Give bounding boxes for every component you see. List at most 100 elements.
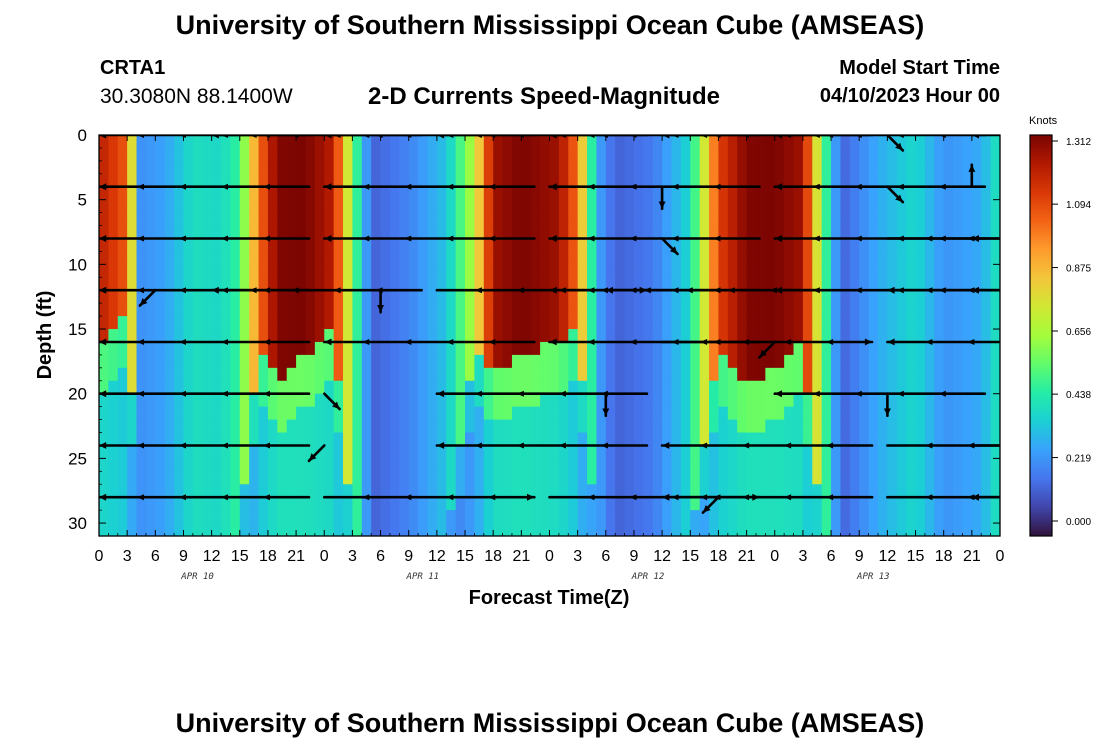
current-vector [99, 493, 311, 501]
heatmap-cell [192, 238, 203, 253]
heatmap-cell [239, 341, 250, 356]
heatmap-cell [624, 277, 635, 291]
heatmap-cell [746, 432, 757, 447]
heatmap-cell [765, 303, 776, 317]
heatmap-cell [962, 432, 973, 447]
heatmap-cell [127, 380, 138, 395]
heatmap-cell [624, 380, 635, 395]
heatmap-cell [408, 458, 419, 472]
heatmap-cell [718, 264, 729, 278]
heatmap-cell [221, 497, 231, 511]
heatmap-cell [877, 354, 888, 369]
heatmap-cell [117, 419, 128, 434]
heatmap-cell [971, 173, 982, 188]
heatmap-cell [896, 147, 907, 162]
heatmap-cell [568, 367, 579, 382]
heatmap-cell [389, 199, 400, 214]
heatmap-cell [343, 354, 354, 369]
heatmap-cell [540, 290, 551, 304]
heatmap-cell [709, 497, 720, 511]
heatmap-cell [568, 380, 579, 395]
heatmap-cell [277, 354, 288, 369]
heatmap-cell [934, 225, 945, 240]
heatmap-cell [831, 445, 842, 459]
heatmap-cell [314, 173, 325, 188]
heatmap-cell [784, 199, 795, 214]
heatmap-cell [145, 419, 156, 434]
heatmap-cell [239, 212, 250, 227]
heatmap-cell [399, 264, 410, 278]
heatmap-cell [483, 510, 494, 524]
heatmap-cell [230, 341, 241, 356]
heatmap-cell [812, 277, 823, 291]
heatmap-cell [446, 393, 457, 408]
heatmap-cell [333, 329, 344, 343]
x-tick-label: 9 [855, 548, 864, 565]
heatmap-cell [371, 406, 382, 421]
heatmap-cell [474, 290, 485, 304]
heatmap-cell [155, 160, 166, 175]
date-label: APR 12 [631, 572, 665, 582]
heatmap-cell [671, 147, 682, 162]
heatmap-cell [521, 484, 532, 498]
heatmap-cell [352, 484, 363, 498]
heatmap-cell [943, 238, 954, 253]
heatmap-cell [821, 458, 832, 472]
heatmap-cell [633, 471, 644, 485]
heatmap-cell [549, 264, 560, 278]
heatmap-cell [831, 160, 842, 175]
heatmap-cell [239, 458, 250, 472]
heatmap-cell [633, 432, 644, 447]
x-tick-label: 3 [348, 548, 357, 565]
heatmap-cell [924, 316, 935, 330]
heatmap-cell [699, 445, 710, 459]
heatmap-cell [483, 445, 494, 459]
heatmap-cell [333, 303, 344, 317]
heatmap-cell [605, 341, 616, 356]
heatmap-cell [324, 264, 335, 278]
heatmap-cell [784, 367, 795, 382]
heatmap-cell [324, 135, 335, 149]
heatmap-cell [408, 484, 419, 498]
heatmap-cell [727, 277, 738, 291]
heatmap-cell [746, 445, 757, 459]
heatmap-cell [155, 341, 166, 356]
heatmap-cell [709, 251, 720, 265]
heatmap-cell [755, 341, 766, 356]
heatmap-cell [774, 523, 785, 536]
heatmap-cell [812, 212, 823, 227]
heatmap-cell [680, 173, 691, 188]
heatmap-cell [286, 367, 297, 382]
heatmap-cell [849, 264, 860, 278]
heatmap-cell [314, 316, 325, 330]
axes: 0 3 6 9 12 15 18 21 0 3 6 9 12 15 18 21 0 3 6 9 12 15 18 21 0 3 6 9… [68, 126, 1004, 582]
heatmap-cell [971, 238, 982, 253]
heatmap-cell [633, 380, 644, 395]
heatmap-cell [389, 329, 400, 343]
heatmap-cell [624, 316, 635, 330]
heatmap-cell [530, 329, 541, 343]
heatmap-cell [436, 277, 447, 291]
heatmap-cell [211, 484, 222, 498]
heatmap-cell [774, 199, 785, 214]
heatmap-cell [371, 173, 382, 188]
heatmap-cell [117, 173, 128, 188]
heatmap-cell [371, 380, 382, 395]
heatmap-cell [446, 329, 457, 343]
heatmap-cell [211, 329, 222, 343]
heatmap-cell [221, 251, 231, 265]
heatmap-cell [765, 160, 776, 175]
heatmap-cell [802, 419, 813, 434]
heatmap-cell [202, 367, 213, 382]
heatmap-cell [108, 290, 119, 304]
heatmap-cell [418, 354, 429, 369]
heatmap-cell [549, 277, 560, 291]
heatmap-cell [230, 186, 241, 201]
heatmap-cell [680, 510, 691, 524]
heatmap-cell [343, 380, 354, 395]
heatmap-cell [239, 354, 250, 369]
heatmap-cell [718, 238, 729, 253]
heatmap-cell [868, 199, 879, 214]
heatmap-cell [127, 160, 138, 175]
heatmap-cell [962, 160, 973, 175]
